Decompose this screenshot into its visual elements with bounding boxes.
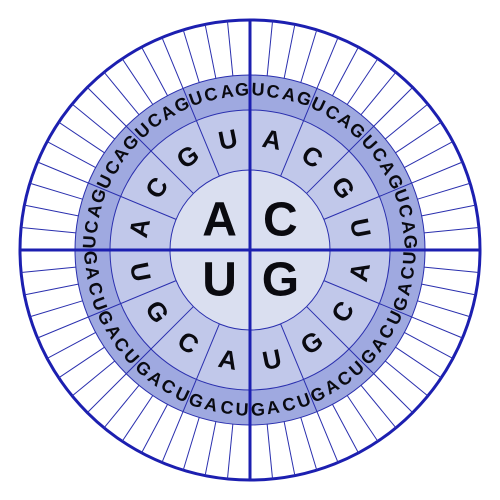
outer-letter-47: G [79, 250, 101, 265]
outer-letter-49: C [80, 219, 103, 235]
outer-letter-16: U [399, 251, 421, 265]
inner-letter-U: U [202, 253, 237, 308]
outer-letter-33: C [219, 397, 235, 420]
outer-letter-32: U [235, 399, 249, 421]
inner-letter-C: C [263, 192, 298, 247]
codon-wheel: ACGUACGUACGUACGUACGUUCAGUCAGUCAGUCAGUCAG… [0, 0, 500, 500]
outer-letter-48: U [79, 235, 101, 249]
outer-letter-63: G [235, 79, 250, 101]
outer-letter-0: U [251, 79, 265, 101]
outer-letter-62: A [219, 80, 235, 103]
inner-letter-A: A [202, 192, 237, 247]
wheel-svg [0, 0, 500, 500]
outer-letter-31: G [250, 399, 265, 421]
outer-letter-15: G [399, 235, 421, 250]
inner-letter-G: G [262, 253, 299, 308]
outer-letter-14: A [397, 219, 420, 235]
